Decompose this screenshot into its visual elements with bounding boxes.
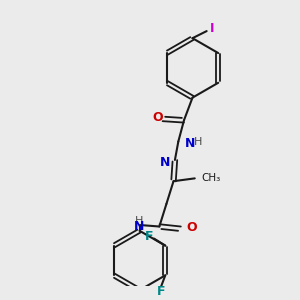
Text: N: N xyxy=(134,220,145,233)
Text: O: O xyxy=(186,221,197,234)
Text: CH₃: CH₃ xyxy=(202,172,221,182)
Text: O: O xyxy=(152,111,163,124)
Text: H: H xyxy=(194,137,202,147)
Text: F: F xyxy=(157,285,165,298)
Text: H: H xyxy=(135,216,144,226)
Text: N: N xyxy=(160,156,171,169)
Text: F: F xyxy=(145,230,153,242)
Text: N: N xyxy=(184,137,195,150)
Text: I: I xyxy=(210,22,214,35)
